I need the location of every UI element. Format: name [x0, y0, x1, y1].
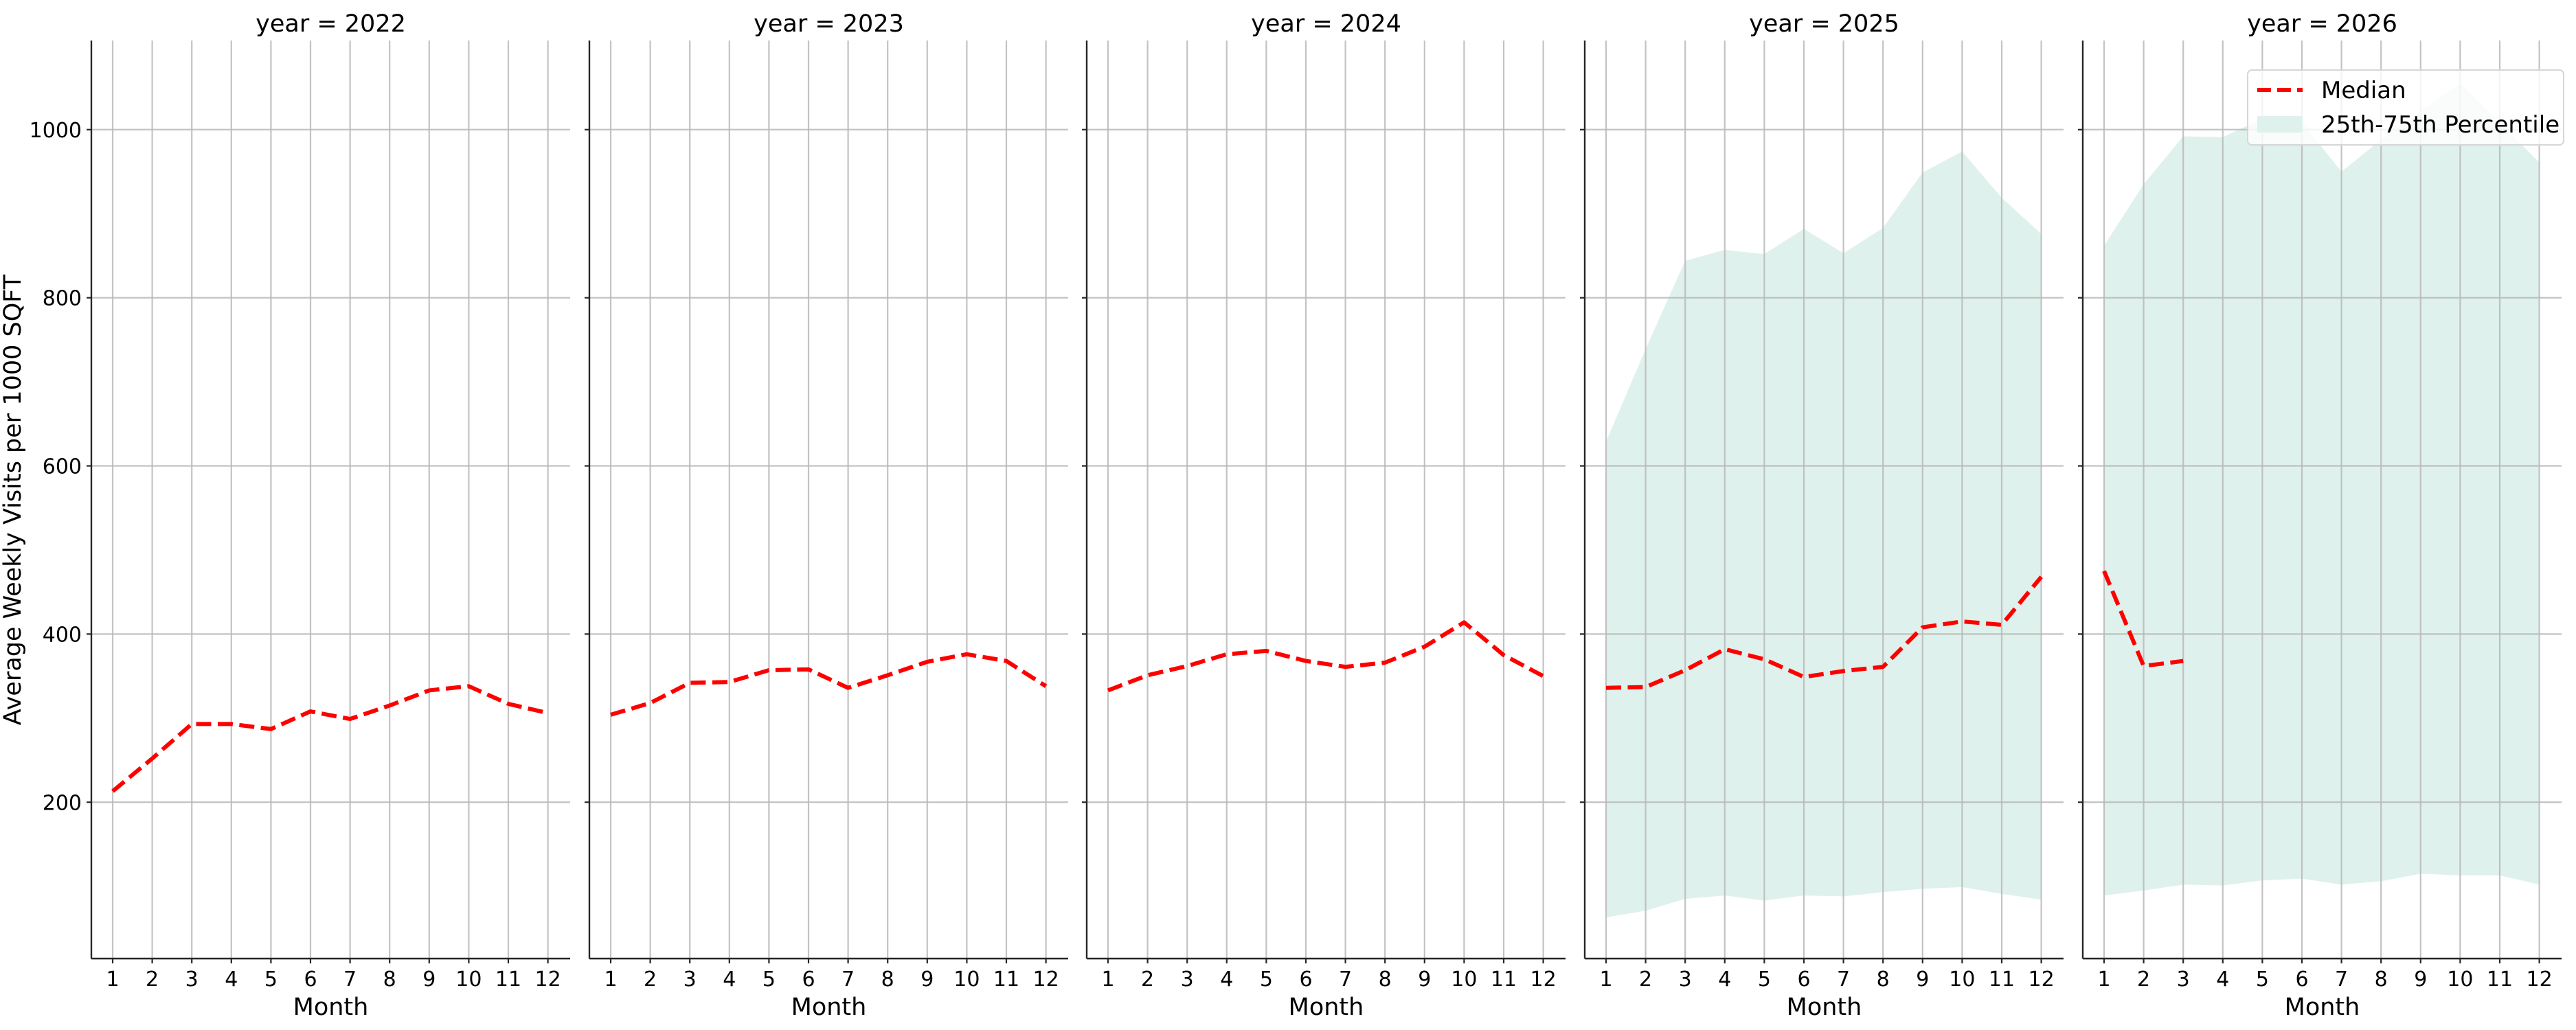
y-tick-label: 800 — [43, 287, 82, 311]
median-line — [1605, 575, 2043, 690]
x-tick-label: 1 — [106, 968, 119, 992]
x-tick-label: 3 — [683, 968, 697, 992]
x-axis-label: Month — [1289, 994, 1364, 1021]
y-axis-label: Average Weekly Visits per 1000 SQFT — [0, 274, 27, 725]
x-tick-label: 11 — [2487, 968, 2513, 992]
x-tick-label: 2 — [1141, 968, 1154, 992]
x-tick-label: 2 — [1639, 968, 1652, 992]
x-tick-label: 12 — [1033, 968, 1059, 992]
y-tick-label: 200 — [43, 791, 82, 815]
x-tick-label: 10 — [1451, 968, 1477, 992]
x-tick-label: 4 — [225, 968, 238, 992]
x-tick-label: 5 — [264, 968, 278, 992]
x-tick-label: 9 — [1916, 968, 1929, 992]
x-tick-label: 6 — [304, 968, 317, 992]
x-tick-label: 7 — [343, 968, 357, 992]
x-tick-label: 8 — [2375, 968, 2388, 992]
x-tick-label: 6 — [2295, 968, 2308, 992]
x-tick-label: 6 — [1299, 968, 1312, 992]
legend-label: 25th-75th Percentile — [2321, 111, 2560, 139]
x-tick-label: 9 — [2414, 968, 2427, 992]
x-tick-label: 2 — [2137, 968, 2150, 992]
x-tick-label: 3 — [2177, 968, 2190, 992]
median-line — [2102, 570, 2184, 668]
x-tick-label: 8 — [1877, 968, 1890, 992]
x-tick-label: 7 — [2335, 968, 2348, 992]
panel-title: year = 2023 — [754, 10, 904, 38]
x-tick-label: 5 — [1260, 968, 1273, 992]
x-tick-label: 6 — [802, 968, 815, 992]
panel-title: year = 2025 — [1749, 10, 1899, 38]
x-tick-label: 4 — [1718, 968, 1731, 992]
x-tick-label: 12 — [1530, 968, 1557, 992]
x-tick-label: 3 — [1679, 968, 1692, 992]
percentile-band — [1606, 151, 2042, 918]
x-tick-label: 2 — [644, 968, 657, 992]
x-axis-label: Month — [2285, 994, 2360, 1021]
x-tick-label: 11 — [495, 968, 521, 992]
x-tick-label: 9 — [422, 968, 436, 992]
x-tick-label: 7 — [841, 968, 855, 992]
x-tick-label: 8 — [383, 968, 396, 992]
x-tick-label: 1 — [2097, 968, 2110, 992]
x-tick-label: 10 — [953, 968, 980, 992]
y-tick-label: 600 — [43, 455, 82, 479]
x-tick-label: 8 — [1379, 968, 1392, 992]
median-line — [1107, 620, 1545, 693]
x-tick-label: 6 — [1797, 968, 1810, 992]
x-tick-label: 4 — [723, 968, 736, 992]
median-line — [610, 652, 1048, 717]
panel-title: year = 2026 — [2247, 10, 2397, 38]
x-tick-label: 3 — [185, 968, 199, 992]
x-tick-label: 9 — [920, 968, 934, 992]
median-line — [111, 684, 549, 793]
x-tick-label: 1 — [1599, 968, 1612, 992]
x-tick-label: 2 — [146, 968, 159, 992]
x-tick-label: 5 — [2256, 968, 2269, 992]
y-tick-label: 400 — [43, 623, 82, 647]
legend-band-swatch — [2257, 116, 2303, 133]
x-tick-label: 12 — [2527, 968, 2553, 992]
x-tick-label: 7 — [1339, 968, 1352, 992]
x-tick-label: 12 — [535, 968, 561, 992]
x-tick-label: 1 — [1101, 968, 1114, 992]
legend-box — [2247, 69, 2564, 146]
x-axis-label: Month — [791, 994, 867, 1021]
x-tick-label: 5 — [762, 968, 776, 992]
x-axis-label: Month — [293, 994, 369, 1021]
x-tick-label: 1 — [604, 968, 617, 992]
x-tick-label: 4 — [2216, 968, 2229, 992]
x-tick-label: 3 — [1181, 968, 1194, 992]
panel-title: year = 2022 — [256, 10, 406, 38]
panel-title: year = 2024 — [1251, 10, 1401, 38]
x-tick-label: 11 — [993, 968, 1019, 992]
x-tick-label: 12 — [2029, 968, 2055, 992]
x-tick-label: 10 — [455, 968, 482, 992]
percentile-band — [2104, 83, 2540, 896]
x-tick-label: 10 — [2447, 968, 2473, 992]
x-tick-label: 7 — [1837, 968, 1850, 992]
legend: Median 25th-75th Percentile — [2247, 69, 2564, 146]
x-tick-label: 11 — [1989, 968, 2015, 992]
x-tick-label: 9 — [1418, 968, 1431, 992]
x-tick-label: 4 — [1220, 968, 1233, 992]
x-tick-label: 10 — [1949, 968, 1975, 992]
legend-label: Median — [2321, 77, 2406, 104]
x-axis-label: Month — [1787, 994, 1862, 1021]
y-tick-label: 1000 — [30, 119, 82, 143]
x-tick-label: 5 — [1758, 968, 1771, 992]
x-tick-label: 11 — [1491, 968, 1517, 992]
x-tick-label: 8 — [881, 968, 894, 992]
